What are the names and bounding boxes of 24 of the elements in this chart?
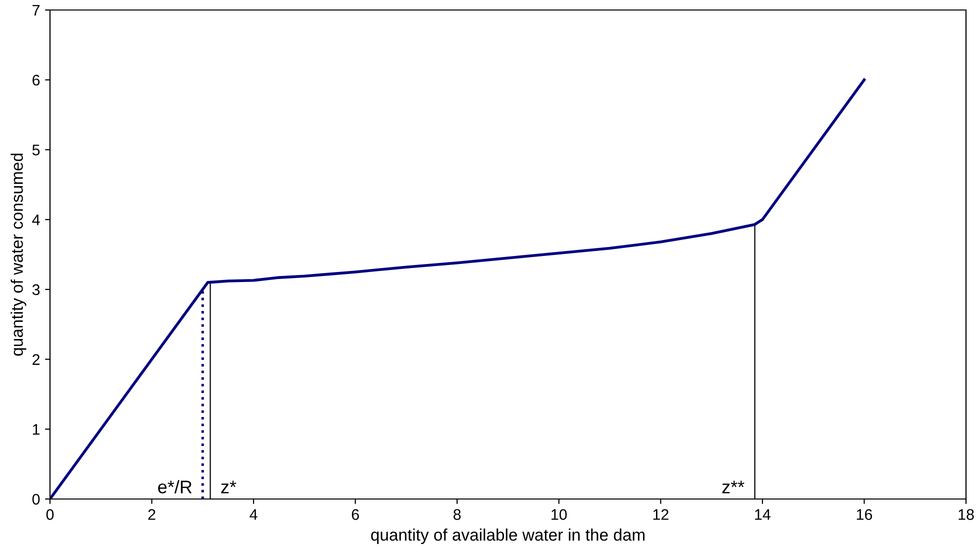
x-axis-title: quantity of available water in the dam (371, 528, 644, 544)
y-tick-label: 0 (32, 494, 40, 505)
x-tick-label: 0 (46, 509, 54, 520)
x-tick-label: 10 (552, 509, 567, 520)
x-tick-label: 16 (856, 509, 872, 520)
ref-line-label: z** (722, 480, 744, 494)
y-tick-label: 1 (32, 424, 40, 435)
x-tick-label: 2 (148, 509, 156, 520)
x-tick-label: 4 (250, 509, 258, 520)
x-tick-label: 12 (653, 509, 668, 520)
ref-line-label: e*/R (158, 480, 192, 494)
x-tick-label: 8 (454, 509, 461, 520)
y-tick-label: 3 (32, 284, 40, 296)
line-series (50, 78, 866, 499)
y-tick-label: 5 (32, 144, 40, 156)
x-tick-label: 18 (958, 509, 974, 520)
y-tick-label: 6 (32, 74, 40, 86)
y-tick-label: 2 (32, 354, 40, 365)
x-tick-label: 6 (352, 509, 359, 520)
x-tick-label: 14 (755, 509, 770, 520)
y-tick-label: 7 (32, 5, 40, 16)
y-tick-label: 4 (32, 214, 40, 226)
ref-line-label: z* (221, 480, 236, 494)
y-axis-title: quantity of water consumed (10, 154, 26, 356)
